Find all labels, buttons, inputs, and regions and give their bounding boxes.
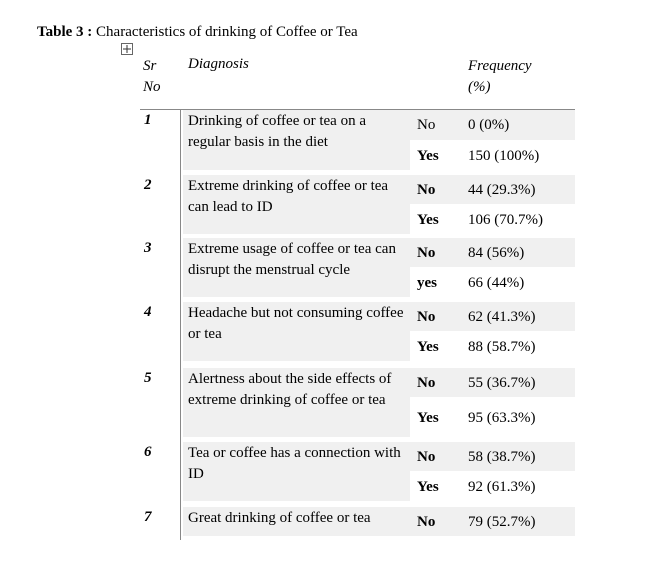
sr-number: 6 <box>144 444 152 460</box>
diagnosis-cell-bg <box>183 302 410 361</box>
answer: Yes <box>417 212 439 228</box>
frequency: 150 (100%) <box>468 148 540 164</box>
answer: No <box>417 181 436 198</box>
answer-row-bg <box>410 110 575 140</box>
answer: Yes <box>417 479 439 495</box>
answer: No <box>417 308 436 325</box>
answer-row-bg <box>410 368 575 397</box>
answer-row-bg <box>410 238 575 267</box>
frequency: 44 (29.3%) <box>468 181 536 198</box>
sr-number: 3 <box>144 240 152 256</box>
title: Table 3 : Characteristics of drinking of… <box>37 24 358 41</box>
header-sr: Sr No <box>143 58 161 95</box>
answer: No <box>417 448 436 465</box>
frequency: 62 (41.3%) <box>468 308 536 325</box>
answer: Yes <box>417 339 439 355</box>
frequency: 92 (61.3%) <box>468 479 536 495</box>
frequency: 55 (36.7%) <box>468 374 536 391</box>
sr-number: 5 <box>144 370 152 386</box>
answer: yes <box>417 275 437 291</box>
answer-row-bg <box>410 175 575 204</box>
diagnosis: Headache but not consuming coffee or tea <box>188 305 404 342</box>
answer: No <box>417 374 436 391</box>
title-label: Table 3 : <box>37 24 93 40</box>
frequency: 88 (58.7%) <box>468 339 536 355</box>
frequency: 79 (52.7%) <box>468 513 536 530</box>
diagnosis: Extreme usage of coffee or tea can disru… <box>188 241 396 278</box>
answer: Yes <box>417 148 439 164</box>
answer: No <box>417 117 436 133</box>
sr-number: 2 <box>144 177 152 193</box>
frequency: 95 (63.3%) <box>468 410 536 426</box>
diagnosis-cell-bg <box>183 110 410 170</box>
frequency: 58 (38.7%) <box>468 448 536 465</box>
diagnosis-cell-bg <box>183 442 410 501</box>
diagnosis: Alertness about the side effects of extr… <box>188 371 392 408</box>
frequency: 66 (44%) <box>468 275 525 291</box>
header-frequency: Frequency (%) <box>468 58 532 95</box>
frequency: 0 (0%) <box>468 117 510 133</box>
header-rule <box>140 109 575 110</box>
frequency: 84 (56%) <box>468 244 525 261</box>
diagnosis: Great drinking of coffee or tea <box>188 510 371 526</box>
diagnosis: Tea or coffee has a connection with ID <box>188 445 401 482</box>
diagnosis: Extreme drinking of coffee or tea can le… <box>188 178 389 215</box>
answer-row-bg <box>410 302 575 331</box>
title-text: Characteristics of drinking of Coffee or… <box>96 24 358 40</box>
diagnosis-cell-bg <box>183 507 410 536</box>
answer-row-bg <box>410 442 575 471</box>
diagnosis-cell-bg <box>183 175 410 234</box>
diagnosis-cell-bg <box>183 238 410 297</box>
sr-number: 4 <box>144 304 152 320</box>
answer-row-bg <box>410 507 575 536</box>
frequency: 106 (70.7%) <box>468 212 543 228</box>
diagnosis: Drinking of coffee or tea on a regular b… <box>188 113 366 150</box>
answer: No <box>417 244 436 261</box>
answer: No <box>417 513 436 530</box>
answer: Yes <box>417 410 439 426</box>
sr-number: 1 <box>144 112 152 128</box>
table-move-icon <box>121 43 133 55</box>
sr-number: 7 <box>144 509 152 525</box>
header-diagnosis: Diagnosis <box>188 56 249 72</box>
diagnosis-cell-bg <box>183 368 410 437</box>
column-rule <box>180 110 181 540</box>
